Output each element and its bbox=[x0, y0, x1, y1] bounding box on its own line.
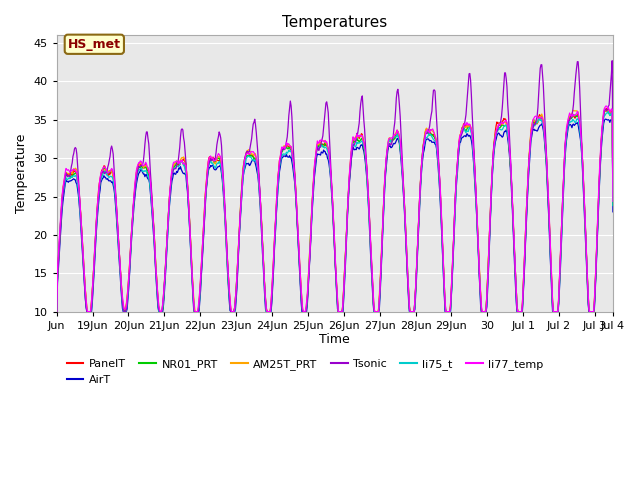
Legend: PanelT, AirT, NR01_PRT, AM25T_PRT, Tsonic, li75_t, li77_temp: PanelT, AirT, NR01_PRT, AM25T_PRT, Tsoni… bbox=[62, 355, 548, 389]
Title: Temperatures: Temperatures bbox=[282, 15, 387, 30]
Y-axis label: Temperature: Temperature bbox=[15, 134, 28, 213]
X-axis label: Time: Time bbox=[319, 334, 350, 347]
Text: HS_met: HS_met bbox=[68, 38, 121, 51]
